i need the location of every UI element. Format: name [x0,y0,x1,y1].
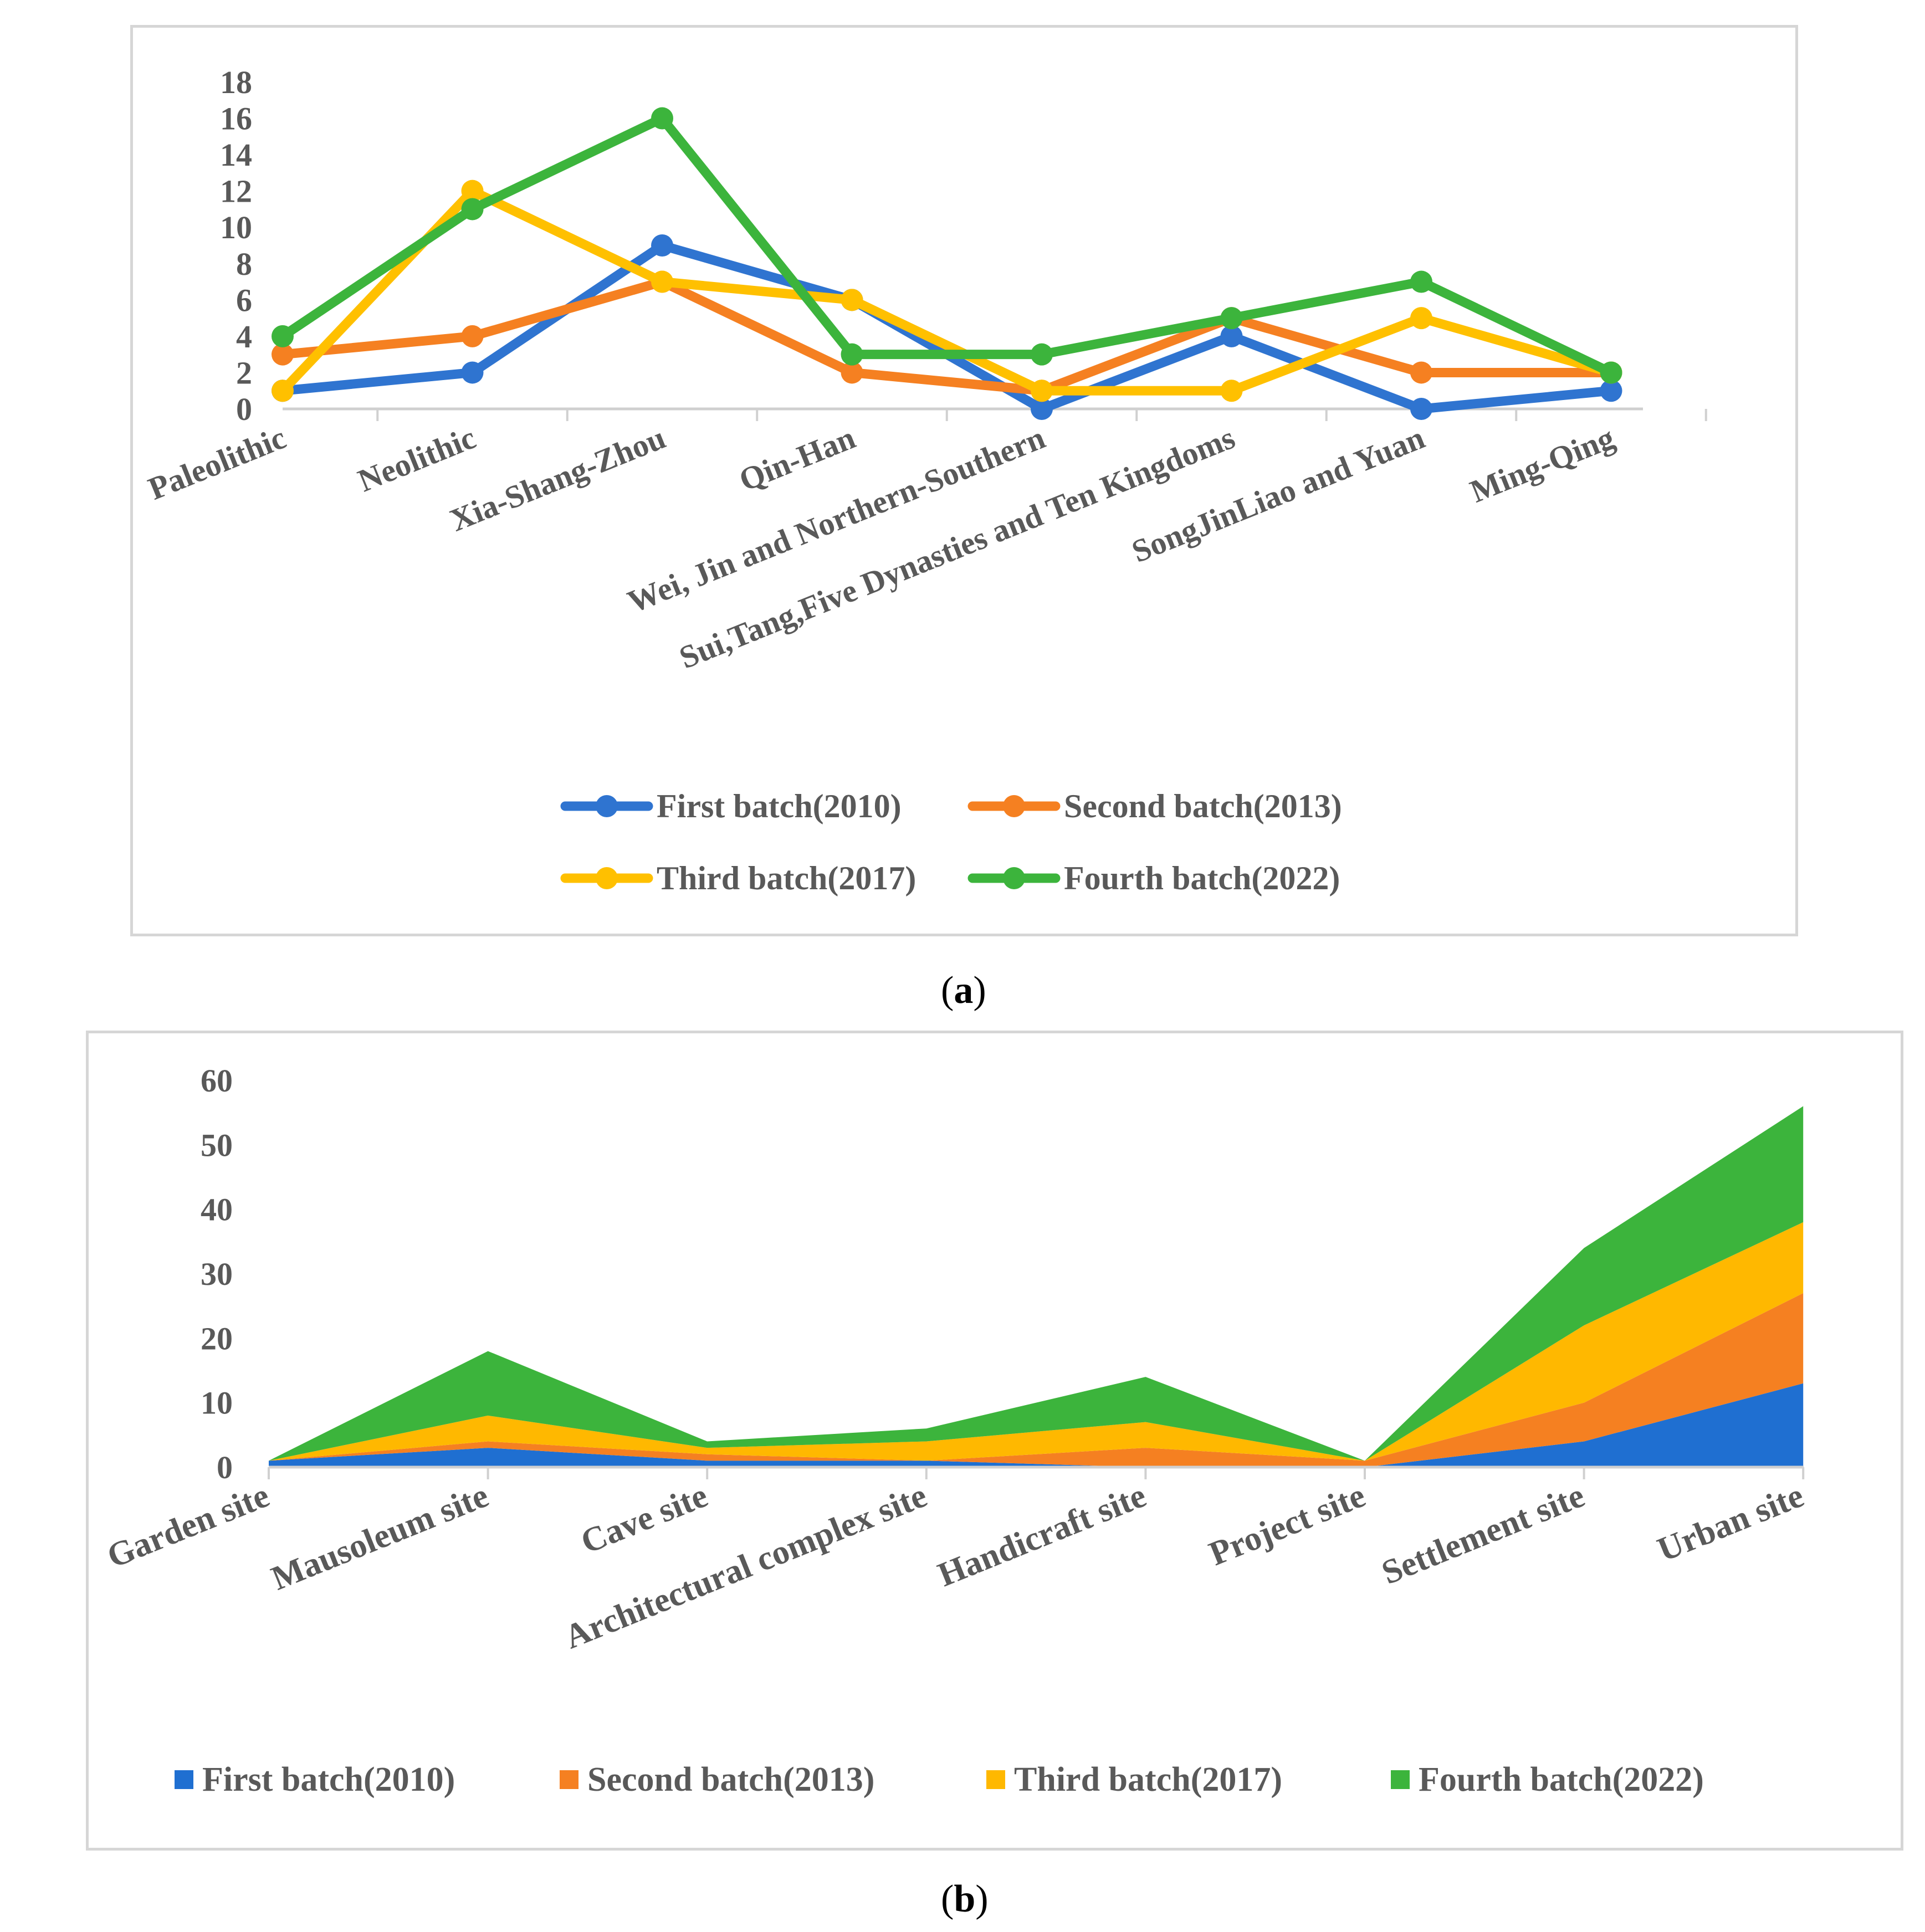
legend-swatch [1391,1770,1410,1789]
legend-label: First batch(2010) [202,1761,455,1798]
y-tick-label: 0 [236,391,252,427]
y-tick-label: 6 [236,282,252,318]
legend-swatch [986,1770,1005,1789]
x-tick-label: Architectural complex site [560,1477,933,1656]
caption-a-letter: a [954,969,974,1012]
data-point [841,343,863,366]
data-point [1600,361,1622,384]
caption-b: (b) [941,1878,989,1920]
data-point [841,289,863,311]
data-point [461,361,484,384]
x-tick-label: Xia-Shang-Zhou [445,419,670,539]
y-tick-label: 10 [220,209,252,245]
data-point [651,234,673,257]
data-point [1410,361,1432,384]
data-point [272,325,294,347]
series-line-third-batch-2017 [278,186,1616,396]
data-point [1220,380,1243,402]
y-tick-label: 50 [201,1127,233,1163]
data-point [1220,325,1243,347]
data-point [651,270,673,293]
data-point [651,107,673,130]
x-tick-label: Project site [1204,1477,1370,1573]
data-point [1410,307,1432,330]
legend-swatch [175,1770,193,1789]
data-point [461,180,484,202]
legend-label: Third batch(2017) [1014,1761,1282,1798]
x-tick-label: Urban site [1652,1477,1809,1569]
data-point [461,198,484,221]
data-point [1031,343,1053,366]
data-point [1410,270,1432,293]
y-tick-label: 18 [220,64,252,100]
legend-marker [596,795,618,817]
y-tick-label: 10 [201,1385,233,1421]
legend-label: Third batch(2017) [657,860,916,896]
y-tick-label: 0 [217,1449,233,1485]
series-line-second-batch-2013 [278,277,1616,396]
data-point [272,380,294,402]
y-tick-label: 14 [220,137,252,173]
x-tick-label: Handicraft site [933,1477,1151,1594]
x-tick-label: Neolithic [353,419,480,499]
legend-marker [1003,795,1025,817]
x-tick-label: Ming-Qing [1465,419,1619,510]
area-first-batch-2010 [269,1383,1804,1467]
y-tick-label: 12 [220,173,252,209]
data-point [841,361,863,384]
line-chart-panel [130,25,1798,936]
x-tick-label: Cave site [576,1477,713,1561]
x-tick-label: Qin-Han [734,419,861,498]
y-tick-label: 4 [236,319,252,355]
caption-b-letter: b [954,1878,976,1920]
legend-label: Fourth batch(2022) [1064,860,1340,896]
data-point [461,325,484,347]
data-point [1410,398,1432,420]
x-tick-label: Mausoleum site [267,1477,494,1598]
legend-label: Fourth batch(2022) [1419,1761,1704,1798]
area-second-batch-2013 [269,1293,1804,1467]
legend-marker [1003,867,1025,889]
caption-a: (a) [941,969,986,1012]
y-tick-label: 8 [236,246,252,282]
x-tick-label: Settlement site [1376,1477,1590,1592]
y-tick-label: 60 [201,1063,233,1099]
series-line-fourth-batch-2022 [278,114,1616,377]
y-tick-label: 16 [220,101,252,137]
y-tick-label: 20 [201,1320,233,1356]
legend-label: Second batch(2013) [587,1761,874,1798]
y-tick-label: 40 [201,1192,233,1228]
legend-label: Second batch(2013) [1064,788,1342,824]
data-point [272,343,294,366]
y-tick-label: 2 [236,355,252,391]
area-third-batch-2017 [269,1222,1804,1461]
data-point [1600,380,1622,402]
legend-swatch [560,1770,578,1789]
data-point [1031,398,1053,420]
x-tick-label: Paleolithic [144,419,291,507]
x-tick-label: Garden site [102,1477,274,1576]
y-tick-label: 30 [201,1256,233,1292]
legend-label: First batch(2010) [657,788,902,824]
area-fourth-batch-2022 [269,1106,1804,1461]
data-point [1220,307,1243,330]
data-point [1031,380,1053,402]
legend-marker [596,867,618,889]
